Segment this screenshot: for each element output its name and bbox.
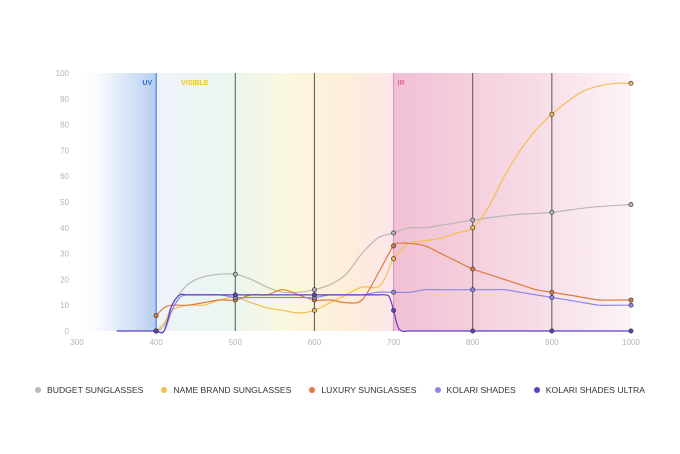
data-point (153, 328, 159, 334)
region-label: UV (142, 80, 152, 87)
data-point (470, 266, 476, 272)
legend-swatch (434, 387, 441, 393)
y-tick-label: 80 (60, 121, 69, 130)
x-tick-label: 400 (149, 338, 163, 347)
data-point (311, 307, 317, 313)
legend-swatch (161, 387, 168, 393)
legend-item: KOLARI SHADES ULTRA (533, 385, 645, 395)
data-point (470, 225, 476, 231)
legend-label: LUXURY SUNGLASSES (321, 385, 417, 395)
x-tick-label: 800 (466, 338, 480, 347)
series-line-1 (155, 82, 632, 332)
data-point (549, 209, 555, 215)
y-tick-label: 30 (60, 250, 69, 259)
data-point (470, 328, 476, 334)
data-point (549, 111, 555, 117)
data-point (549, 295, 555, 300)
data-point (232, 271, 238, 277)
legend-item: BUDGET SUNGLASSES (35, 385, 143, 395)
legend-item: KOLARI SHADES (434, 385, 516, 395)
data-point (549, 328, 555, 334)
y-tick-label: 10 (60, 301, 69, 310)
x-tick-label: 1000 (622, 338, 640, 347)
data-point (391, 243, 397, 249)
y-tick-label: 20 (60, 275, 69, 284)
data-point (232, 292, 238, 298)
x-tick-label: 300 (70, 338, 84, 347)
y-tick-label: 90 (60, 95, 69, 104)
y-tick-label: 70 (60, 146, 69, 155)
region-label: VISIBLE (181, 80, 209, 87)
x-tick-label: 500 (229, 338, 243, 347)
x-tick-label: 600 (308, 338, 322, 347)
region-band-visible (156, 73, 394, 331)
legend-swatch (35, 387, 42, 393)
legend-item: NAME BRAND SUNGLASSES (161, 385, 291, 395)
data-point (628, 302, 634, 308)
region-band-ir (393, 73, 631, 331)
legend: BUDGET SUNGLASSES NAME BRAND SUNGLASSES LU… (0, 385, 680, 395)
data-point (311, 287, 317, 293)
legend-label: NAME BRAND SUNGLASSES (173, 385, 292, 395)
region-band-uv (77, 73, 157, 331)
legend-label: KOLARI SHADES ULTRA (545, 385, 645, 395)
legend-label: BUDGET SUNGLASSES (47, 385, 144, 395)
series-line-4 (116, 293, 631, 334)
legend-swatch (533, 387, 540, 393)
data-point (628, 297, 634, 303)
legend-item: LUXURY SUNGLASSES (309, 385, 417, 395)
data-point (153, 313, 159, 318)
legend-label: KOLARI SHADES (446, 385, 516, 395)
legend-swatch (309, 387, 316, 393)
x-tick-label: 900 (545, 338, 559, 347)
y-tick-label: 60 (60, 172, 69, 181)
y-tick-label: 40 (60, 224, 69, 233)
data-point (391, 307, 397, 313)
region-label: IR (398, 80, 405, 87)
data-point (391, 289, 397, 295)
y-tick-label: 100 (56, 69, 70, 78)
data-point (628, 202, 634, 208)
x-tick-label: 700 (387, 338, 401, 347)
data-point (549, 289, 555, 295)
data-point (628, 328, 634, 334)
data-point (311, 292, 317, 298)
data-point (391, 256, 397, 262)
data-point (470, 217, 476, 223)
y-tick-label: 0 (65, 327, 70, 336)
data-point (470, 287, 476, 293)
y-tick-label: 50 (60, 198, 69, 207)
data-point (628, 80, 634, 86)
data-point (391, 230, 397, 236)
